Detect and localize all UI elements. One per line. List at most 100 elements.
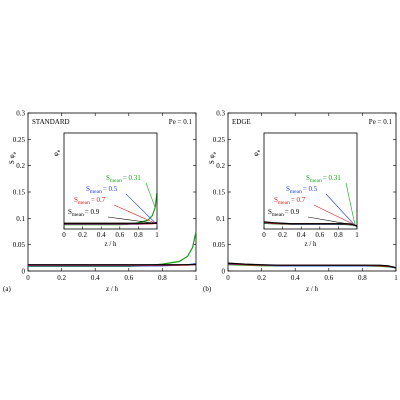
series-label: Smean= 0.7 [74,196,106,206]
x-tick-label: 0 [226,274,230,282]
series-label-sub: mean [290,189,302,195]
inset-y-axis-label: φe [252,149,262,156]
y-tick-label: 0.3 [216,110,225,118]
inset-x-tick-label: 0.8 [334,231,343,239]
series-label: Smean= 0.5 [286,185,318,195]
x-tick-label: 0.2 [57,274,66,282]
y-tick-label: 0.3 [16,110,25,118]
panel-annotation: STANDARD [32,118,70,126]
inset-x-tick-label: 0 [62,231,66,239]
y-tick-label: 0.2 [16,162,25,170]
y-axis-label: S φe [208,151,218,164]
inset-x-tick-label: 0.4 [97,231,106,239]
series-label: Smean= 0.31 [306,174,341,184]
series-label-sub: mean [72,212,84,218]
inset-frame [63,132,158,230]
inset-y-axis-label-main: φ [52,152,60,156]
x-tick-label: 1 [394,274,398,282]
panel-annotation: EDGE [232,118,251,126]
leader-line [313,204,356,226]
inset-x-tick-label: 0.8 [134,231,143,239]
series-line [227,262,397,269]
series-label-value: = 0.5 [303,185,318,193]
series-label-value: = 0.5 [103,185,118,193]
y-axis-label-main: S φ [8,154,16,164]
series-label-value: = 0.31 [323,174,341,182]
y-tick-label: 0.1 [16,215,25,223]
series-label-main: S [274,196,278,204]
series-label-sub: mean [78,200,90,206]
y-tick-label: 0.15 [213,189,226,197]
x-axis-label: z / h [106,285,119,293]
x-tick-label: 0.4 [291,274,300,282]
x-tick-label: 0.2 [257,274,266,282]
leader-line [307,216,356,226]
inset-x-tick-label: 0.2 [278,231,287,239]
series-label-main: S [86,185,90,193]
series-label: Smean= 0.7 [274,196,306,206]
series-label-main: S [106,174,110,182]
inset-x-tick-label: 0.6 [315,231,324,239]
y-tick-label: 0.05 [13,241,26,249]
panel-label: (b) [203,285,212,293]
inset-x-axis-label: z / h [304,240,317,248]
panel-label: (a) [3,285,11,293]
series-label-value: = 0.9 [85,208,100,216]
x-tick-label: 1 [194,274,198,282]
series-label-sub: mean [278,200,290,206]
inset-x-tick-label: 0.4 [297,231,306,239]
leader-line [345,182,356,226]
x-tick-label: 0.6 [324,274,333,282]
series-label-main: S [286,185,290,193]
series-label-sub: mean [272,212,284,218]
y-tick-label: 0.25 [213,136,226,144]
inset-y-axis-label-main: φ [252,152,260,156]
x-tick-label: 0.8 [158,274,167,282]
y-axis-label: S φe [8,151,18,164]
series-label-main: S [306,174,310,182]
series-label: Smean= 0.5 [86,185,118,195]
parameter-label: Pe = 0.1 [169,118,193,126]
series-label-value: = 0.31 [123,174,141,182]
inset-x-axis-label: z / h [104,240,117,248]
inset-x-tick-label: 0.6 [115,231,124,239]
inset-background [64,133,157,229]
series-label-sub: mean [310,178,322,184]
series-label-sub: mean [90,189,102,195]
x-tick-label: 0.8 [358,274,367,282]
series-label: Smean= 0.9 [268,208,300,218]
y-tick-label: 0.05 [213,241,226,249]
inset-x-tick-label: 1 [155,231,159,239]
y-axis-label-main: S φ [208,154,216,164]
x-tick-label: 0 [26,274,30,282]
series-label-value: = 0.7 [291,196,306,204]
leader-line [113,204,156,224]
inset-x-tick-label: 0.2 [78,231,87,239]
series-label-value: = 0.7 [91,196,106,204]
x-tick-label: 0.4 [91,274,100,282]
y-tick-label: 0 [222,268,226,276]
inset-y-axis-label: φe [52,149,62,156]
inset-y-axis-label-sub: e [56,149,62,152]
y-tick-label: 0.2 [216,162,225,170]
y-axis-label-sub: e [12,151,18,154]
inset-frame [263,132,358,230]
series-label-main: S [68,208,72,216]
x-tick-label: 0.6 [124,274,133,282]
leader-line [125,193,156,223]
inset-y-axis-label-sub: e [256,149,262,152]
leader-line [107,216,156,224]
series-label: Smean= 0.9 [68,208,100,218]
y-tick-label: 0 [22,268,26,276]
y-tick-label: 0.15 [13,189,26,197]
parameter-label: Pe = 0.1 [369,118,393,126]
inset-x-tick-label: 0 [262,231,266,239]
y-tick-label: 0.25 [13,136,26,144]
series-label: Smean= 0.31 [106,174,141,184]
series-label-main: S [74,196,78,204]
inset-background [264,133,357,229]
leader-line [145,182,156,208]
inset-series-line [263,221,358,227]
series-label-sub: mean [110,178,122,184]
